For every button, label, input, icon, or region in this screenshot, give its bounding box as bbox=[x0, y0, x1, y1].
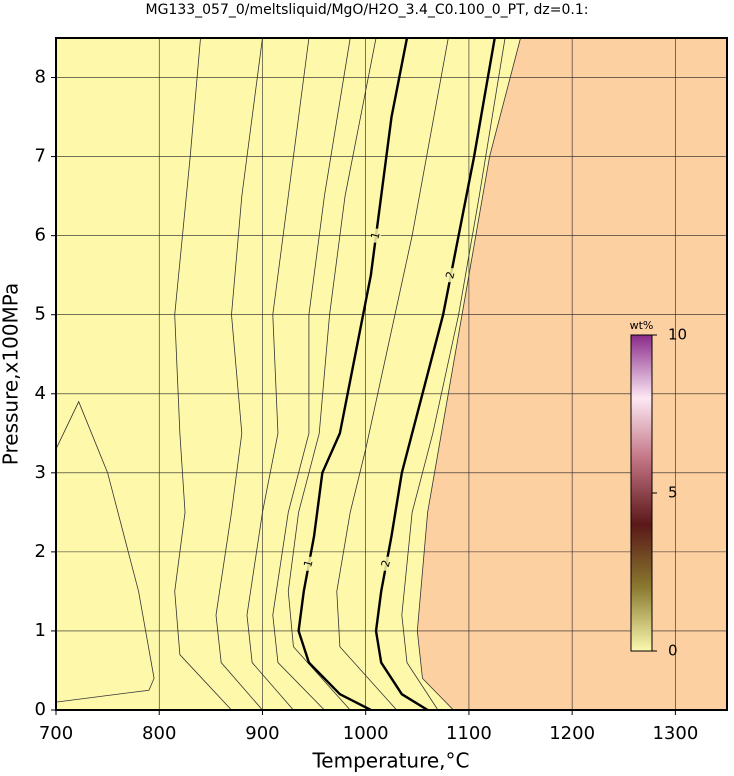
colorbar-label: wt% bbox=[630, 319, 654, 332]
colorbar-tick-label: 5 bbox=[668, 484, 678, 502]
x-tick-label: 1100 bbox=[446, 723, 492, 744]
contour-line bbox=[336, 38, 449, 710]
x-tick-label: 1200 bbox=[549, 723, 595, 744]
y-tick-label: 8 bbox=[35, 67, 46, 88]
y-tick-label: 3 bbox=[35, 462, 46, 483]
contour-bold bbox=[374, 38, 496, 710]
contour-bold bbox=[297, 38, 409, 710]
y-tick-label: 1 bbox=[35, 620, 46, 641]
y-tick-label: 4 bbox=[35, 383, 46, 404]
contour-line bbox=[416, 38, 521, 710]
y-tick-label: 6 bbox=[35, 225, 46, 246]
contour-label: 2 bbox=[379, 559, 393, 569]
contour-label-bg bbox=[381, 556, 392, 571]
chart-title: MG133_057_0/meltsliquid/MgO/H2O_3.4_C0.1… bbox=[146, 2, 589, 18]
y-tick-label: 2 bbox=[35, 541, 46, 562]
contour-label: 1 bbox=[301, 559, 315, 569]
contour-label-bg bbox=[371, 228, 382, 243]
plot-area: 1 1 2 2 bbox=[56, 38, 727, 710]
contour-line bbox=[287, 38, 377, 710]
x-axis-label: Temperature,°C bbox=[311, 749, 469, 773]
y-tick-label: 5 bbox=[35, 304, 46, 325]
colorbar-tick-label: 0 bbox=[668, 642, 678, 660]
x-tick-label: 1000 bbox=[343, 723, 389, 744]
contour-label-bg bbox=[303, 556, 314, 571]
contour-line bbox=[56, 400, 155, 703]
x-tick-label: 900 bbox=[245, 723, 279, 744]
y-axis-label: Pressure,x100MPa bbox=[0, 283, 23, 465]
x-tick-label: 800 bbox=[142, 723, 176, 744]
contour-label-bg bbox=[445, 268, 456, 283]
contour-label: 2 bbox=[443, 270, 457, 280]
y-tick-label: 7 bbox=[35, 146, 46, 167]
contour-line bbox=[272, 38, 351, 710]
plot-frame bbox=[55, 37, 728, 711]
colorbar-tick-label: 10 bbox=[668, 326, 687, 344]
contour-line bbox=[401, 38, 506, 710]
y-tick-label: 0 bbox=[35, 699, 46, 720]
contour-line bbox=[174, 38, 232, 710]
contour-line bbox=[246, 38, 310, 710]
x-tick-label: 700 bbox=[39, 723, 73, 744]
x-tick-label: 1300 bbox=[652, 723, 698, 744]
contour-line bbox=[215, 38, 263, 710]
contour-label: 1 bbox=[368, 230, 382, 240]
colorbar bbox=[630, 334, 653, 652]
